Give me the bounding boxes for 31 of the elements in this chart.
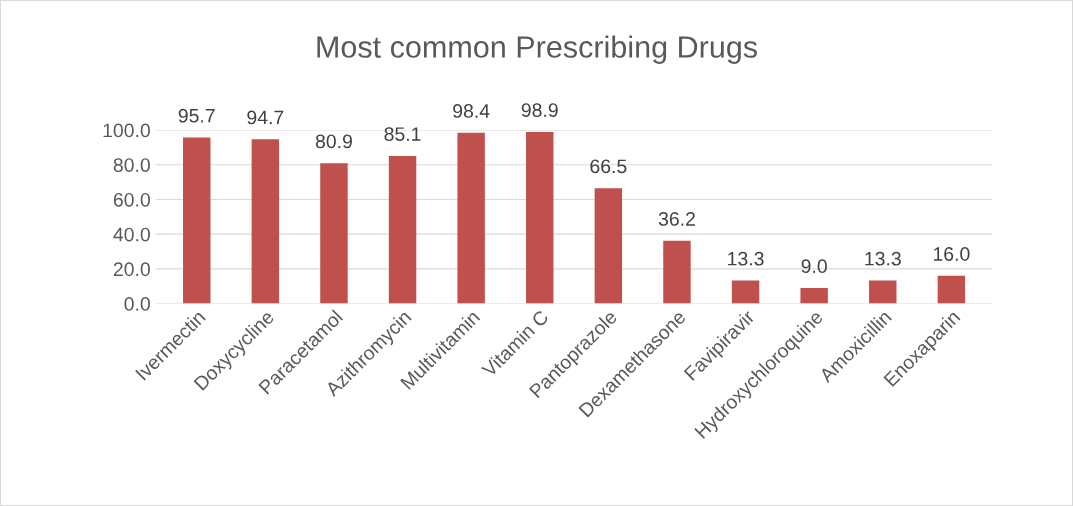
bar — [526, 131, 554, 304]
data-label: 94.7 — [247, 110, 284, 125]
data-label: 98.9 — [521, 103, 558, 117]
bar — [869, 280, 897, 304]
bar — [663, 240, 691, 304]
data-label: 85.1 — [384, 127, 421, 141]
bar — [731, 280, 760, 304]
bar — [594, 188, 623, 304]
bar — [251, 139, 280, 304]
bar — [937, 275, 966, 304]
y-tick-label: 100.0 — [103, 123, 150, 138]
data-label: 13.3 — [728, 251, 764, 266]
y-tick-label: 80.0 — [113, 158, 150, 172]
y-tick-label: 0.0 — [124, 297, 150, 311]
bar — [320, 163, 348, 304]
bar — [457, 132, 485, 304]
data-label: 98.4 — [453, 104, 490, 118]
bar — [183, 137, 211, 304]
data-label: 80.9 — [315, 134, 352, 149]
y-tick-label: 40.0 — [113, 227, 150, 242]
data-label: 95.7 — [178, 108, 215, 123]
y-tick-label: 20.0 — [113, 262, 150, 277]
y-tick-label: 60.0 — [113, 192, 150, 207]
data-label: 13.3 — [865, 251, 901, 266]
chart-title: Most common Prescribing Drugs — [317, 35, 757, 64]
data-label: 9.0 — [801, 259, 827, 274]
bar — [388, 155, 417, 304]
data-label: 66.5 — [590, 159, 627, 174]
bar — [800, 287, 828, 304]
data-label: 36.2 — [658, 212, 695, 226]
data-label: 16.0 — [933, 247, 970, 261]
